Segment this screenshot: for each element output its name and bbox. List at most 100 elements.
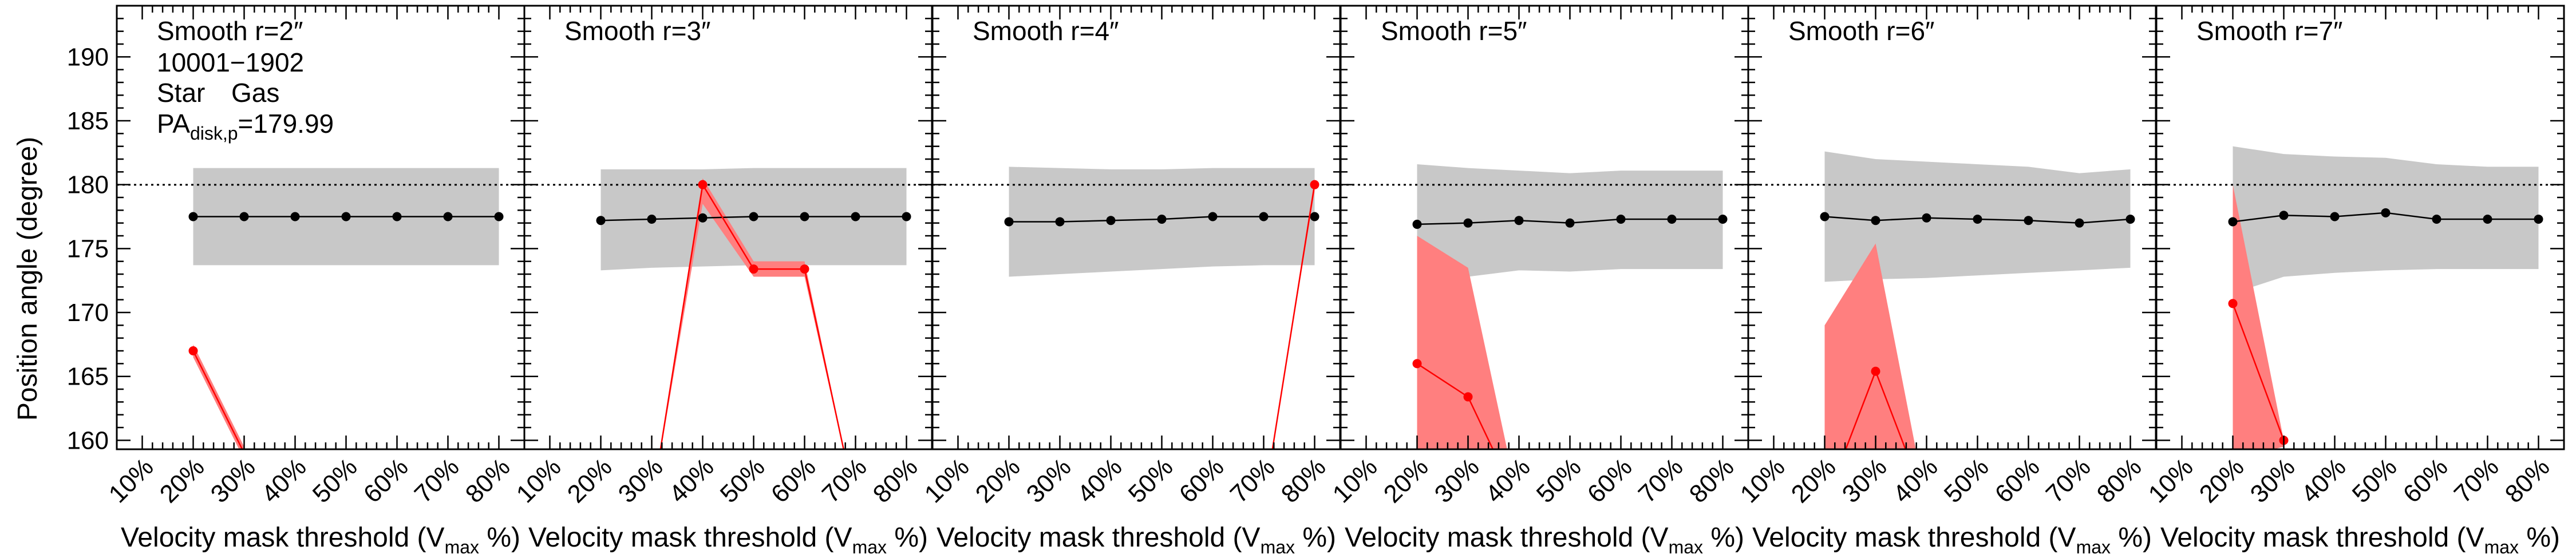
gas-point <box>1463 392 1473 402</box>
x-tick-label: 10% <box>511 453 567 508</box>
y-tick-label: 160 <box>67 426 109 454</box>
gas-line <box>2232 303 2285 441</box>
x-tick-label: 10% <box>2143 453 2199 508</box>
y-tick-label: 190 <box>67 43 109 71</box>
x-tick-label: 30% <box>1429 453 1485 508</box>
star-point <box>239 212 249 221</box>
x-axis-title: Velocity mask threshold (Vmax %) <box>1752 523 2152 557</box>
star-point <box>2125 214 2135 224</box>
star-point <box>392 212 402 221</box>
gas-point <box>698 180 708 189</box>
x-tick-label: 80% <box>1276 453 1332 508</box>
x-tick-label: 30% <box>2245 453 2301 508</box>
x-tick-label: 80% <box>1684 453 1740 508</box>
star-point <box>596 216 606 225</box>
gas-point <box>800 264 809 274</box>
x-tick-label: 10% <box>104 453 159 508</box>
panel-frame <box>2155 5 2565 450</box>
star-point <box>1106 216 1116 225</box>
x-tick-label: 30% <box>206 453 261 508</box>
y-tick-label: 180 <box>67 171 109 199</box>
panel-title: Smooth r=4″ <box>973 16 1119 46</box>
x-axis-title: Velocity mask threshold (Vmax %) <box>937 523 1336 557</box>
gas-point <box>1310 180 1319 189</box>
x-tick-label: 40% <box>1072 453 1128 508</box>
star-point <box>1667 214 1677 224</box>
gas-band <box>1824 243 1916 449</box>
x-tick-label: 60% <box>1174 453 1230 508</box>
galaxy-id: 10001−1902 <box>157 48 304 77</box>
x-axis-title: Velocity mask threshold (Vmax %) <box>1345 523 1744 557</box>
star-point <box>494 212 504 221</box>
star-point <box>341 212 351 221</box>
panel-title: Smooth r=6″ <box>1788 16 1934 46</box>
x-tick-label: 40% <box>664 453 720 508</box>
gas-band <box>1417 236 1507 449</box>
x-tick-label: 80% <box>2500 453 2555 508</box>
star-point <box>1004 217 1014 227</box>
star-point <box>1514 216 1524 225</box>
star-point <box>290 212 300 221</box>
x-tick-label: 20% <box>970 453 1026 508</box>
star-point <box>2330 212 2340 221</box>
star-point <box>2432 214 2441 224</box>
star-point <box>1055 217 1065 227</box>
gas-band <box>1272 178 1315 449</box>
star-point <box>1412 219 1422 229</box>
plot-area <box>1748 151 2156 449</box>
star-point <box>2228 217 2238 227</box>
star-point <box>800 212 809 221</box>
star-point <box>1157 214 1167 224</box>
gas-point <box>2228 299 2238 308</box>
star-point <box>188 212 198 221</box>
star-point <box>902 212 911 221</box>
x-tick-label: 60% <box>2398 453 2453 508</box>
star-point <box>1973 214 1982 224</box>
x-tick-label: 40% <box>1888 453 1943 508</box>
gas-point <box>1412 359 1422 369</box>
x-tick-label: 80% <box>2092 453 2147 508</box>
gas-point <box>749 264 758 274</box>
gas-line <box>192 350 243 449</box>
star-point <box>1616 214 1626 224</box>
x-tick-label: 50% <box>715 453 771 508</box>
star-point <box>2279 211 2289 220</box>
x-axis-title: Velocity mask threshold (Vmax %) <box>2160 523 2560 557</box>
x-tick-label: 60% <box>766 453 821 508</box>
y-tick-label: 170 <box>67 299 109 327</box>
x-tick-label: 70% <box>1633 453 1689 508</box>
x-tick-label: 20% <box>1378 453 1434 508</box>
panel-title: Smooth r=7″ <box>2196 16 2342 46</box>
x-tick-label: 30% <box>1021 453 1077 508</box>
star-point <box>647 214 657 224</box>
x-tick-label: 60% <box>1990 453 2045 508</box>
star-point <box>2381 208 2391 217</box>
panel-5: 10%20%30%40%50%60%70%80% Smooth r=6″ Veloc… <box>1735 5 2157 557</box>
plot-area <box>933 167 1340 449</box>
star-point <box>2024 216 2033 225</box>
star-point <box>851 212 860 221</box>
x-tick-label: 40% <box>1480 453 1536 508</box>
star-point <box>698 213 708 223</box>
x-tick-label: 70% <box>2041 453 2096 508</box>
plot-area <box>2156 146 2564 449</box>
gas-point <box>188 346 198 356</box>
legend-star: Star <box>157 78 205 108</box>
star-point <box>1565 218 1575 228</box>
x-tick-label: 50% <box>307 453 363 508</box>
star-point <box>443 212 453 221</box>
star-point <box>1922 213 1931 223</box>
x-tick-label: 70% <box>817 453 872 508</box>
x-tick-label: 50% <box>1939 453 1994 508</box>
x-tick-label: 40% <box>2296 453 2352 508</box>
x-tick-label: 10% <box>919 453 975 508</box>
star-point <box>1259 212 1269 221</box>
star-point <box>1208 212 1218 221</box>
x-tick-label: 20% <box>2194 453 2250 508</box>
x-tick-label: 20% <box>155 453 210 508</box>
gas-band <box>193 344 244 449</box>
x-tick-label: 50% <box>1531 453 1587 508</box>
x-tick-label: 70% <box>2449 453 2504 508</box>
panel-2: 10%20%30%40%50%60%70%80% Smooth r=3″ Veloc… <box>511 5 933 557</box>
gas-point <box>1871 366 1880 376</box>
